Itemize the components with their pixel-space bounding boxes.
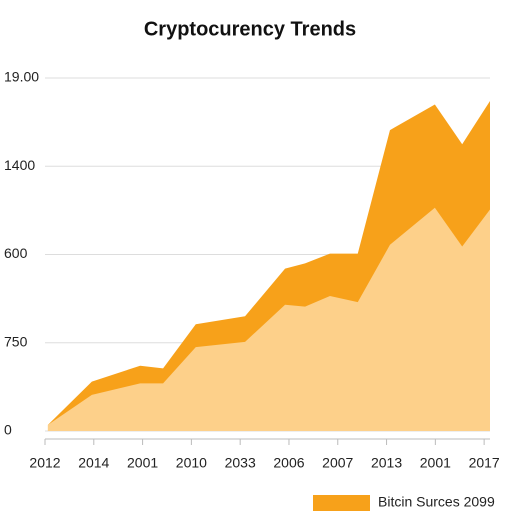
- y-tick-label: 1400: [4, 157, 35, 173]
- y-tick-label: 750: [4, 333, 28, 349]
- area: [47, 207, 490, 431]
- y-tick-label: 19.00: [4, 69, 39, 85]
- x-tick-label: 2012: [29, 455, 60, 471]
- x-tick-label: 2001: [420, 455, 451, 471]
- y-tick-label: 600: [4, 245, 28, 261]
- x-tick-label: 2007: [322, 455, 353, 471]
- x-tick-label: 2017: [469, 455, 500, 471]
- legend-swatch: [313, 495, 370, 511]
- x-tick-label: 2001: [127, 455, 158, 471]
- legend-label: Bitcin Surces 2099: [378, 494, 495, 510]
- x-tick-label: 2013: [371, 455, 402, 471]
- x-tick-label: 2014: [78, 455, 109, 471]
- x-tick-label: 2010: [176, 455, 207, 471]
- chart-title: Cryptocurency Trends: [144, 18, 356, 40]
- x-tick-label: 2006: [273, 455, 304, 471]
- y-tick-label: 0: [4, 422, 12, 438]
- x-tick-label: 2033: [225, 455, 256, 471]
